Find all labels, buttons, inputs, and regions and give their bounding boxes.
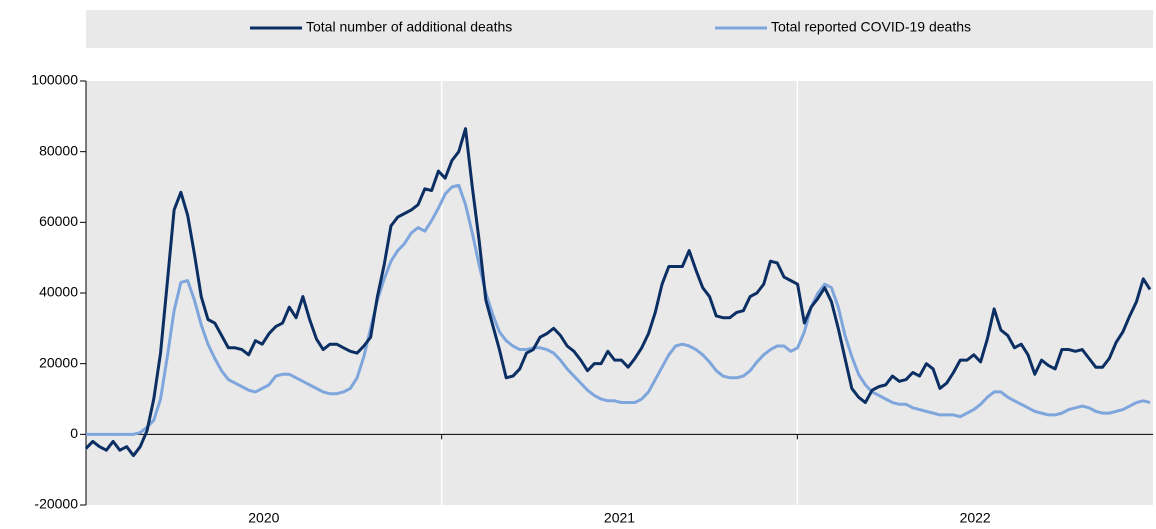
y-tick-label: 80000 — [39, 142, 78, 158]
y-tick-label: 20000 — [39, 354, 78, 370]
x-tick-label: 2020 — [248, 510, 279, 526]
y-tick-label: 60000 — [39, 213, 78, 229]
legend-label: Total reported COVID-19 deaths — [771, 19, 971, 35]
y-tick-label: 0 — [70, 425, 78, 441]
legend-background — [86, 10, 1153, 48]
y-tick-label: 100000 — [31, 72, 78, 88]
plot-background — [86, 81, 1153, 505]
series-line — [84, 127, 1152, 458]
x-tick-label: 2021 — [604, 510, 635, 526]
legend-label: Total number of additional deaths — [306, 19, 512, 35]
y-tick-label: -20000 — [34, 496, 78, 512]
x-tick-label: 2022 — [960, 510, 991, 526]
series-line — [86, 183, 1151, 436]
y-tick-label: 40000 — [39, 284, 78, 300]
